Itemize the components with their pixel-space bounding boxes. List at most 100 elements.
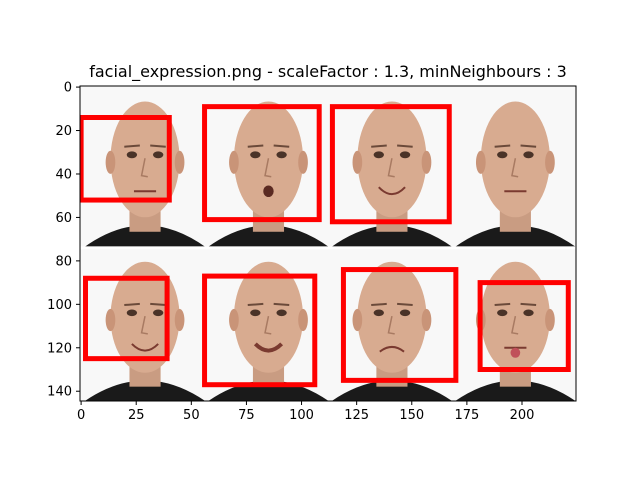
brow xyxy=(520,302,537,307)
detection-box xyxy=(329,104,452,225)
nose xyxy=(511,315,519,335)
brow xyxy=(371,144,387,148)
mouth xyxy=(263,185,274,198)
y-tick-label: 0 xyxy=(64,81,72,96)
y-tick-label: 40 xyxy=(55,167,72,182)
brow xyxy=(150,302,166,307)
nose xyxy=(387,158,395,178)
eye xyxy=(523,309,534,317)
ear xyxy=(174,150,185,174)
detection-box xyxy=(80,115,172,203)
y-tick-label: 20 xyxy=(55,124,72,139)
detection-box xyxy=(477,280,571,373)
brow xyxy=(494,302,511,307)
y-tick-label: 100 xyxy=(47,298,72,313)
ear xyxy=(545,150,555,174)
ear xyxy=(352,308,363,332)
detection-box xyxy=(83,275,170,362)
mouth xyxy=(379,345,405,353)
eye xyxy=(523,151,534,159)
eye xyxy=(373,309,384,317)
detection-boxes xyxy=(80,104,571,388)
detection-box xyxy=(202,273,318,388)
eye xyxy=(152,309,164,317)
x-tick-label: 150 xyxy=(399,408,424,423)
ear xyxy=(545,308,555,332)
shirt xyxy=(84,380,206,401)
ear xyxy=(229,150,239,174)
shirt xyxy=(330,225,454,248)
axes-frame xyxy=(79,85,577,402)
ear xyxy=(298,308,308,332)
ear xyxy=(229,308,239,332)
y-tick-label: 80 xyxy=(55,254,72,269)
ear xyxy=(421,150,432,174)
nose xyxy=(264,158,272,178)
face-eyes-rolled xyxy=(453,101,576,248)
face-smiling xyxy=(330,101,454,248)
face-images xyxy=(83,101,576,401)
ear xyxy=(352,150,363,174)
mouth xyxy=(378,186,406,196)
shirt xyxy=(453,225,576,248)
x-tick-label: 175 xyxy=(454,408,479,423)
eye xyxy=(250,309,261,317)
y-tick-label: 60 xyxy=(55,211,72,226)
x-axis: 0 25 50 75 100 125 150 175 200 xyxy=(77,401,534,423)
nose xyxy=(140,158,148,178)
eye xyxy=(126,309,138,317)
x-tick-label: 125 xyxy=(344,408,369,423)
eye xyxy=(276,151,287,159)
eye xyxy=(399,309,411,317)
plot-area xyxy=(80,86,576,401)
eye xyxy=(373,151,384,159)
face-surprised xyxy=(206,101,331,248)
nose xyxy=(140,315,148,335)
brow xyxy=(247,144,264,148)
y-axis: 0 20 40 60 80 100 120 140 xyxy=(47,81,80,400)
y-tick-label: 120 xyxy=(47,341,72,356)
detection-box xyxy=(202,104,322,223)
nose xyxy=(387,315,395,335)
eye xyxy=(399,151,411,159)
ear xyxy=(174,308,185,332)
brow xyxy=(520,144,537,148)
eye xyxy=(250,151,261,159)
row-divider xyxy=(80,246,576,250)
eye xyxy=(497,151,508,159)
shirt xyxy=(206,225,331,248)
eye xyxy=(497,309,508,317)
x-tick-label: 50 xyxy=(183,408,200,423)
x-tick-label: 0 xyxy=(77,408,85,423)
x-tick-label: 200 xyxy=(510,408,535,423)
brow xyxy=(397,144,413,148)
mouth xyxy=(253,342,284,353)
brow xyxy=(150,144,166,148)
brow xyxy=(494,144,511,148)
eye xyxy=(126,151,138,159)
brow xyxy=(273,302,290,307)
ear xyxy=(298,150,308,174)
face-neutral xyxy=(83,101,207,248)
ear xyxy=(421,308,432,332)
ear xyxy=(105,150,116,174)
eye xyxy=(152,151,164,159)
nose xyxy=(511,158,519,178)
mouth xyxy=(131,343,159,352)
y-tick-label: 140 xyxy=(47,385,72,400)
shirt xyxy=(83,225,207,248)
face-smiling xyxy=(84,261,206,401)
eye xyxy=(276,309,287,317)
brow xyxy=(124,144,140,148)
brow xyxy=(371,302,387,307)
x-tick-label: 25 xyxy=(128,408,145,423)
brow xyxy=(124,302,140,307)
shirt xyxy=(331,380,452,401)
ear xyxy=(475,150,486,174)
detection-box xyxy=(340,267,459,383)
face-frowning xyxy=(331,261,452,401)
shirt xyxy=(455,380,576,401)
brow xyxy=(397,302,413,307)
face-tongue-out xyxy=(455,261,576,401)
